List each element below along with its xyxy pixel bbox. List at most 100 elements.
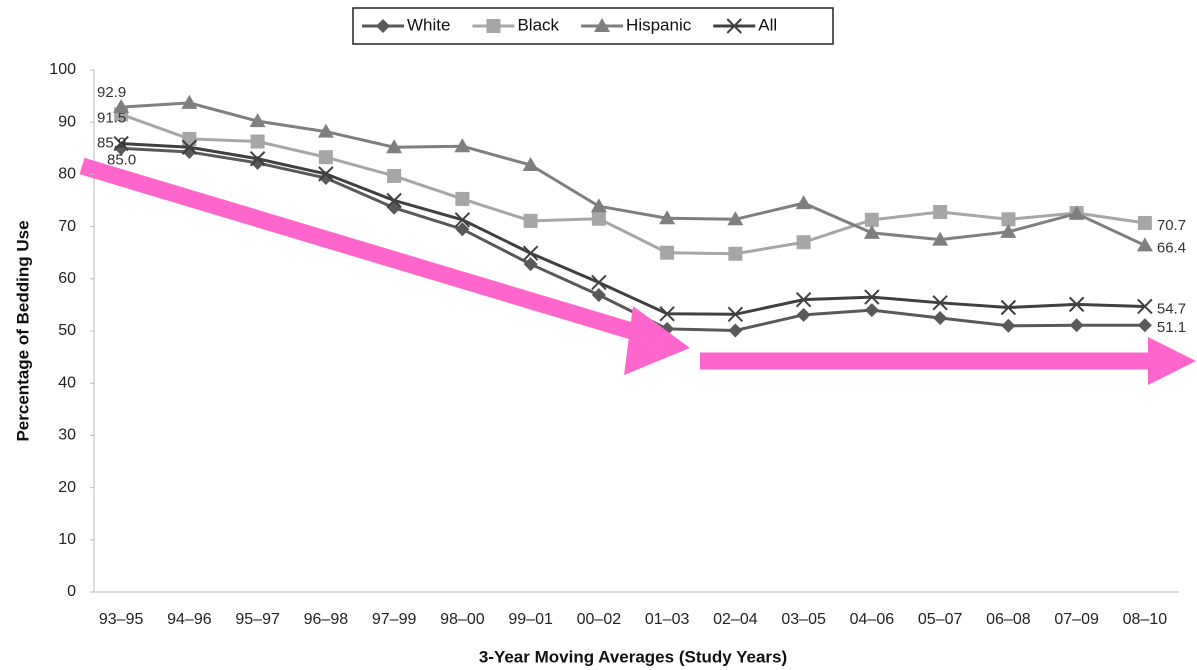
marker	[726, 18, 742, 34]
marker	[181, 139, 198, 155]
marker	[454, 138, 471, 153]
marker	[727, 306, 744, 323]
marker	[113, 99, 130, 114]
marker	[591, 287, 606, 302]
y-tick-label: 40	[58, 374, 76, 391]
marker	[933, 204, 948, 219]
legend-label: Hispanic	[626, 15, 692, 34]
marker	[523, 213, 538, 228]
marker	[590, 198, 607, 213]
marker	[1137, 318, 1152, 333]
marker	[249, 151, 266, 167]
data-label: 91.5	[97, 109, 126, 126]
marker	[113, 135, 129, 152]
data-label: 66.4	[1157, 239, 1186, 256]
trend-arrows	[79, 157, 1196, 385]
marker	[864, 212, 879, 227]
x-tick-label: 02–04	[713, 611, 758, 628]
marker	[182, 131, 197, 146]
x-tick-label: 06–08	[986, 611, 1031, 628]
y-tick-label: 10	[58, 531, 76, 548]
y-axis-title: Percentage of Bedding Use	[13, 220, 32, 441]
marker	[863, 224, 880, 239]
legend: White Black Hispanic All	[362, 15, 777, 34]
data-label: 54.7	[1157, 300, 1186, 317]
marker	[1136, 237, 1153, 252]
marker	[318, 166, 334, 182]
x-tick-label: 99–01	[508, 611, 553, 628]
marker	[659, 306, 675, 322]
marker	[455, 222, 470, 237]
marker	[522, 157, 539, 172]
marker	[933, 310, 948, 325]
marker	[932, 295, 948, 311]
y-tick-label: 100	[49, 61, 76, 78]
y-tick-label: 0	[67, 583, 76, 600]
x-tick-label: 97–99	[372, 611, 417, 628]
x-tick-label: 98–00	[440, 611, 485, 628]
x-tick-label: 96–98	[304, 611, 349, 628]
marker	[486, 19, 501, 33]
marker	[386, 139, 403, 154]
marker	[1001, 212, 1016, 227]
marker	[1000, 299, 1017, 316]
marker	[1068, 205, 1085, 220]
marker	[864, 289, 880, 305]
series-line	[121, 146, 1145, 332]
marker	[386, 192, 402, 209]
marker	[796, 307, 811, 322]
marker	[591, 211, 606, 226]
marker	[250, 134, 265, 149]
y-tick-label: 90	[58, 113, 76, 130]
marker	[1000, 223, 1017, 238]
y-tick-label: 70	[58, 218, 76, 235]
marker	[454, 212, 471, 228]
marker	[455, 191, 470, 206]
arrow-head	[624, 306, 690, 375]
x-tick-label: 08–10	[1123, 611, 1168, 628]
data-label: 92.9	[97, 84, 126, 101]
arrow-head	[1148, 337, 1196, 385]
x-tick-label: 93–95	[99, 611, 144, 628]
x-tick-label: 04–06	[850, 611, 895, 628]
marker	[728, 246, 743, 261]
marker	[728, 323, 743, 338]
marker	[795, 291, 812, 308]
marker	[1069, 318, 1084, 333]
x-tick-label: 03–05	[781, 611, 826, 628]
series-line	[121, 101, 1146, 247]
x-tick-label: 95–97	[235, 611, 280, 628]
plot-area: 85.0 51.1 91.5 70.7 92.9 66.4 85.9 54.7	[97, 84, 1186, 338]
marker	[796, 235, 811, 250]
y-tick-label: 60	[58, 270, 76, 287]
data-label: 70.7	[1157, 217, 1186, 234]
y-tick-label: 30	[58, 427, 76, 444]
marker	[864, 303, 879, 318]
marker	[523, 257, 538, 272]
series-line	[121, 142, 1145, 316]
data-label: 85.0	[107, 151, 136, 168]
marker	[522, 245, 539, 261]
marker	[594, 18, 611, 32]
marker	[249, 113, 266, 128]
legend-label: Black	[517, 15, 559, 34]
arrow-shaft	[79, 157, 648, 344]
x-tick-label: 00–02	[577, 611, 622, 628]
marker	[1137, 298, 1153, 315]
marker	[1137, 215, 1152, 230]
x-tick-label: 94–96	[167, 611, 212, 628]
x-axis-title: 3-Year Moving Averages (Study Years)	[479, 647, 787, 666]
marker	[660, 245, 675, 260]
marker	[376, 19, 390, 33]
x-tick-label: 07–09	[1054, 611, 1099, 628]
x-tick-label: 01–03	[645, 611, 690, 628]
marker	[181, 94, 198, 109]
y-tick-label: 80	[58, 166, 76, 183]
marker	[387, 168, 402, 183]
marker	[1068, 296, 1085, 313]
marker	[317, 123, 334, 138]
marker	[318, 150, 333, 165]
y-tick-label: 20	[58, 479, 76, 496]
marker	[932, 231, 949, 246]
